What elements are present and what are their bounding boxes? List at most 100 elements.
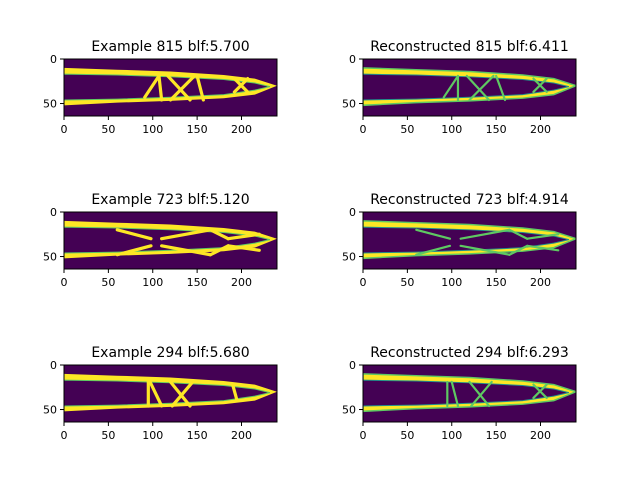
truss-member bbox=[160, 244, 213, 257]
panel-title: Reconstructed 723 blf:4.914 bbox=[370, 192, 569, 208]
truss-member bbox=[508, 228, 529, 240]
x-tick-label: 0 bbox=[61, 123, 68, 136]
heatmap-image bbox=[363, 212, 576, 269]
truss-member bbox=[459, 228, 511, 240]
truss-member bbox=[508, 244, 529, 256]
y-tick-label: 50 bbox=[342, 98, 356, 111]
y-tick-label: 0 bbox=[50, 206, 57, 219]
x-tick-label: 100 bbox=[441, 429, 462, 442]
x-tick-label: 0 bbox=[360, 276, 367, 289]
x-tick-label: 50 bbox=[101, 123, 115, 136]
heatmap-image bbox=[64, 59, 277, 116]
panel-title: Example 294 blf:5.680 bbox=[91, 345, 249, 361]
y-tick-label: 0 bbox=[50, 359, 57, 372]
x-tick-label: 50 bbox=[400, 123, 414, 136]
x-tick-label: 50 bbox=[400, 429, 414, 442]
x-tick-label: 150 bbox=[187, 123, 208, 136]
panel-reconstructed-723: Reconstructed 723 blf:4.914 0 50 100 150 200… bbox=[342, 192, 577, 289]
truss-member bbox=[143, 74, 161, 99]
panel-reconstructed-815: Reconstructed 815 blf:6.411 0 50 100 150 200… bbox=[342, 39, 577, 136]
x-tick-label: 200 bbox=[231, 276, 252, 289]
truss-member bbox=[168, 74, 197, 102]
truss-member bbox=[526, 244, 560, 252]
panel-title: Reconstructed 294 blf:6.293 bbox=[370, 345, 569, 361]
y-tick-label: 0 bbox=[349, 206, 356, 219]
x-tick-label: 150 bbox=[486, 276, 507, 289]
truss-member bbox=[115, 228, 153, 241]
axes-frame bbox=[362, 58, 577, 117]
x-tick-label: 0 bbox=[360, 429, 367, 442]
x-tick-label: 100 bbox=[441, 276, 462, 289]
truss-member bbox=[450, 380, 460, 408]
truss-member bbox=[148, 380, 164, 408]
axes-frame bbox=[362, 364, 577, 423]
truss-member bbox=[157, 74, 164, 102]
axes-frame bbox=[63, 58, 278, 117]
truss-member bbox=[442, 74, 460, 99]
panel-example-723: Example 723 blf:5.120 0 50 100 150 200 0 50 bbox=[43, 192, 278, 289]
x-tick-label: 50 bbox=[400, 276, 414, 289]
heatmap-image bbox=[64, 212, 277, 269]
x-tick-label: 0 bbox=[61, 429, 68, 442]
panel-example-815: Example 815 blf:5.700 0 50 100 150 200 0 50 bbox=[43, 39, 278, 136]
truss-member bbox=[195, 74, 205, 102]
x-tick-label: 200 bbox=[231, 429, 252, 442]
truss-member bbox=[160, 228, 213, 241]
truss-member bbox=[532, 383, 548, 400]
truss-member bbox=[170, 380, 195, 408]
truss-member bbox=[208, 244, 230, 257]
heatmap-image bbox=[64, 365, 277, 422]
truss-inner-void bbox=[363, 379, 570, 407]
heatmap-image bbox=[363, 59, 576, 116]
y-tick-label: 50 bbox=[342, 404, 356, 417]
y-tick-label: 50 bbox=[43, 251, 57, 264]
axes-frame bbox=[63, 211, 278, 270]
y-tick-label: 50 bbox=[342, 251, 356, 264]
y-tick-label: 50 bbox=[43, 404, 57, 417]
x-tick-label: 200 bbox=[530, 123, 551, 136]
x-tick-label: 150 bbox=[486, 123, 507, 136]
y-tick-label: 50 bbox=[43, 98, 57, 111]
truss-inner-void bbox=[64, 73, 271, 101]
truss-member bbox=[208, 228, 230, 241]
panel-reconstructed-294: Reconstructed 294 blf:6.293 0 50 100 150 200… bbox=[342, 345, 577, 442]
panel-title: Reconstructed 815 blf:6.411 bbox=[370, 39, 569, 55]
truss-member bbox=[468, 380, 491, 408]
x-tick-label: 200 bbox=[530, 276, 551, 289]
truss-member bbox=[226, 244, 261, 252]
x-tick-label: 100 bbox=[142, 123, 163, 136]
x-tick-label: 0 bbox=[61, 276, 68, 289]
truss-inner-void bbox=[363, 73, 570, 101]
truss-member bbox=[115, 244, 153, 257]
x-tick-label: 100 bbox=[441, 123, 462, 136]
truss-member bbox=[415, 228, 452, 240]
y-tick-label: 0 bbox=[349, 53, 356, 66]
panel-title: Example 815 blf:5.700 bbox=[91, 39, 249, 55]
truss-member bbox=[532, 77, 548, 94]
axes-frame bbox=[362, 211, 577, 270]
truss-member bbox=[470, 380, 493, 408]
truss-member bbox=[465, 74, 491, 102]
truss-member bbox=[526, 233, 560, 240]
x-tick-label: 50 bbox=[101, 276, 115, 289]
truss-member bbox=[226, 232, 261, 241]
heatmap-image bbox=[363, 365, 576, 422]
x-tick-label: 100 bbox=[142, 276, 163, 289]
x-tick-label: 0 bbox=[360, 123, 367, 136]
y-tick-label: 0 bbox=[50, 53, 57, 66]
y-tick-label: 0 bbox=[349, 359, 356, 372]
x-tick-label: 150 bbox=[486, 429, 507, 442]
axes-frame bbox=[63, 364, 278, 423]
x-tick-label: 200 bbox=[530, 429, 551, 442]
truss-member bbox=[168, 380, 192, 408]
x-tick-label: 100 bbox=[142, 429, 163, 442]
truss-member bbox=[232, 76, 250, 94]
truss-member bbox=[166, 74, 192, 102]
x-tick-label: 150 bbox=[187, 276, 208, 289]
truss-member bbox=[459, 244, 511, 256]
truss-member bbox=[231, 382, 239, 403]
panel-title: Example 723 blf:5.120 bbox=[91, 192, 249, 208]
x-tick-label: 150 bbox=[187, 429, 208, 442]
truss-inner-void bbox=[64, 379, 271, 407]
